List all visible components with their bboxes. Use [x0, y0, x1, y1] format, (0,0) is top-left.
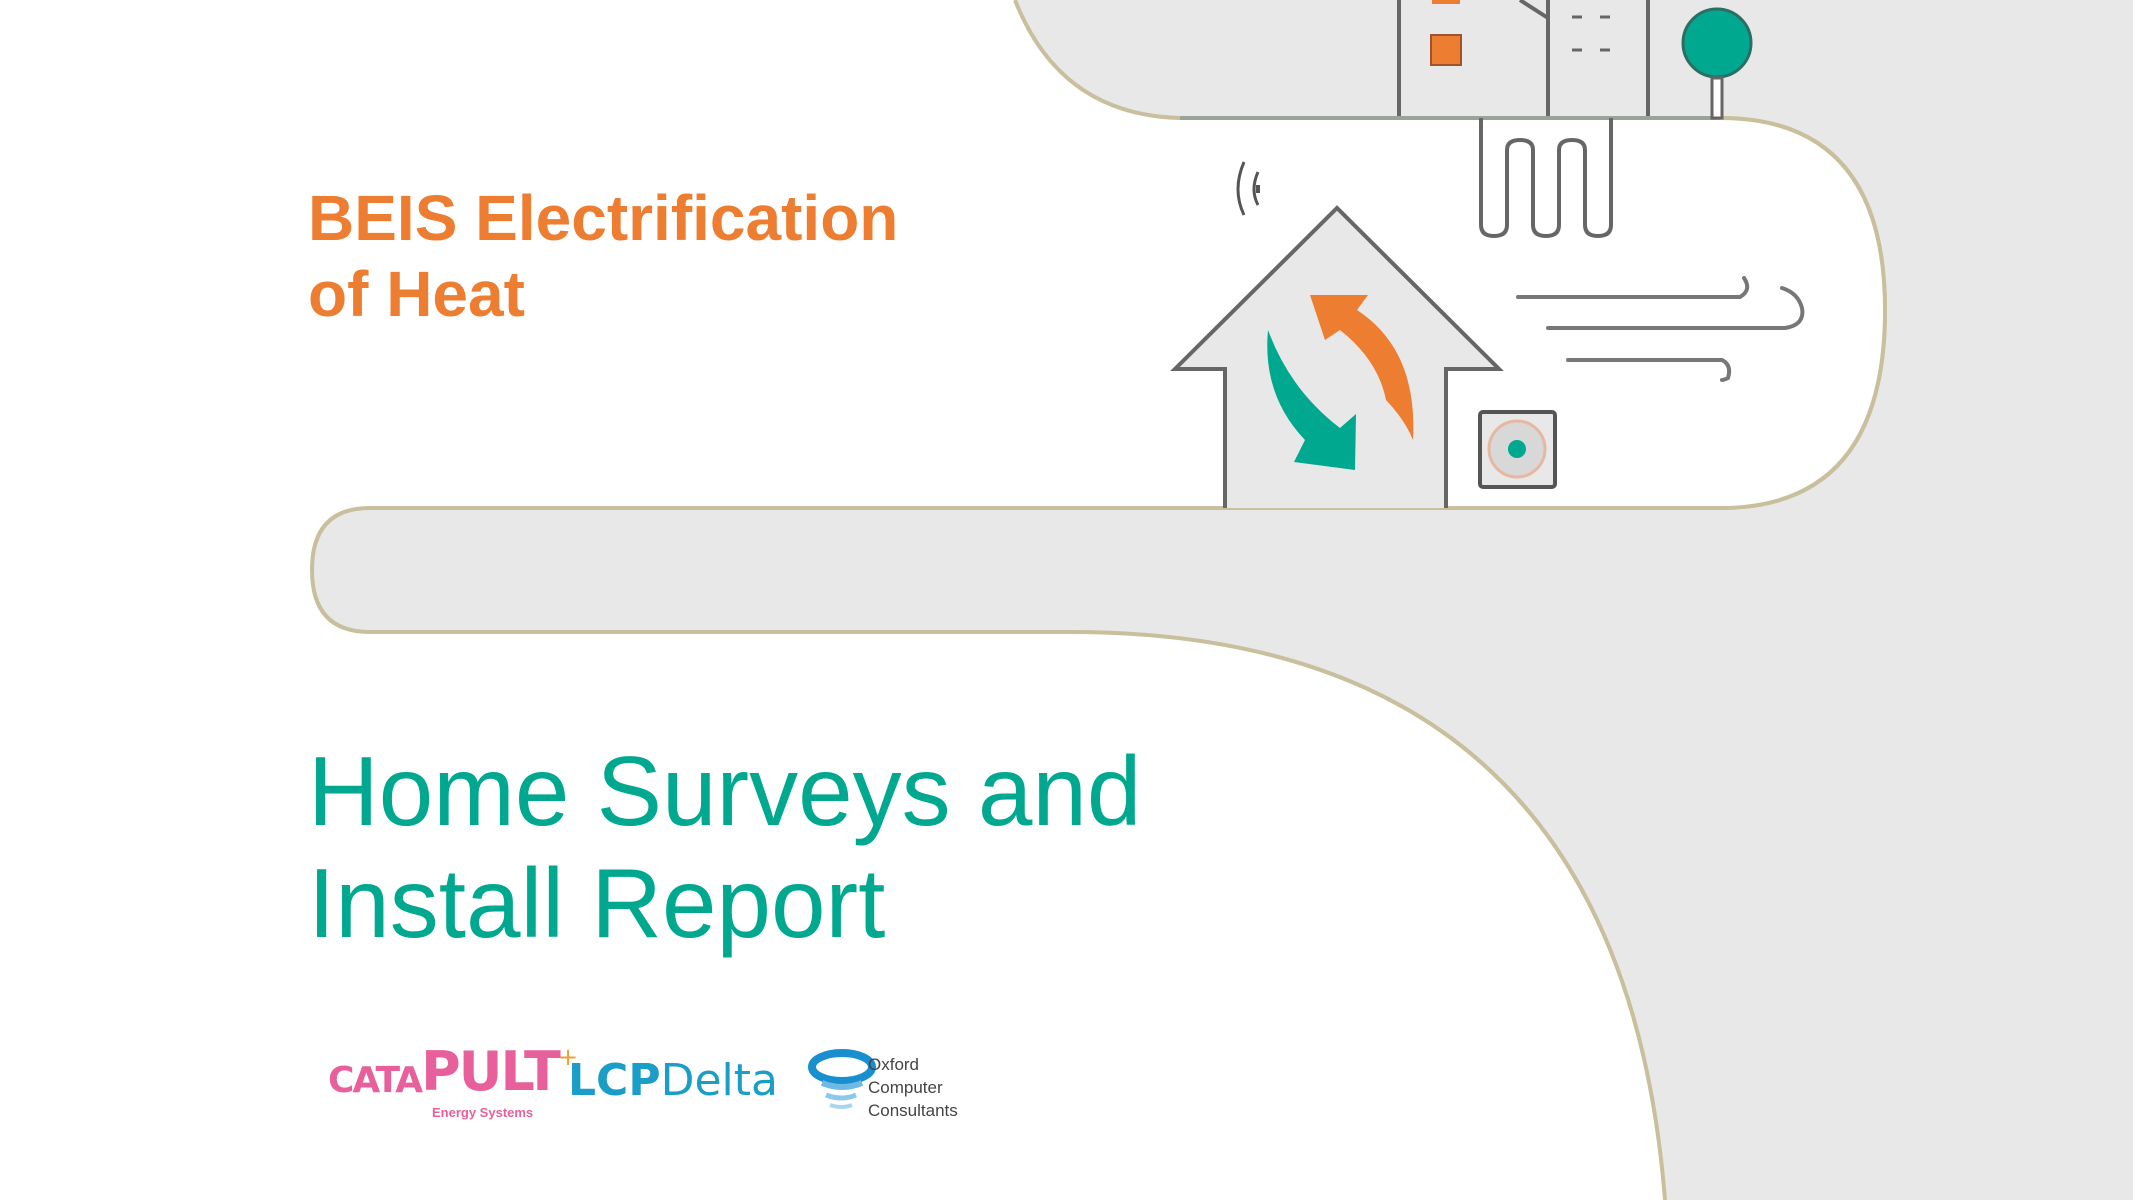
subtitle-line-1: BEIS Electrification: [308, 182, 899, 254]
occ-line-3: Consultants: [868, 1101, 958, 1120]
lcp-text: LCP: [568, 1055, 661, 1106]
wind-icon: [1516, 276, 1805, 382]
grey-panel: [312, 0, 2133, 1200]
occ-line-2: Computer: [868, 1078, 943, 1097]
wifi-signal-icon: [1236, 161, 1260, 216]
partner-logos: CATA PULT Energy Systems + LCPDelta Oxford…: [328, 1045, 1028, 1135]
tree-icon: [1681, 7, 1753, 120]
swirl-icon: [808, 1049, 876, 1109]
occ-line-1: Oxford: [868, 1055, 920, 1074]
heat-pump-fan-icon: [1478, 410, 1557, 489]
house-icon: [1170, 205, 1504, 508]
lcp-delta-logo: + LCPDelta: [558, 1045, 778, 1103]
radiator-icon: [1479, 118, 1613, 239]
report-title: Home Surveys and Install Report: [308, 735, 1141, 959]
subtitle-line-2: of Heat: [308, 258, 525, 330]
buildings-icon: [1397, 0, 1650, 116]
title-line-2: Install Report: [308, 848, 886, 958]
occ-logo: Oxford Computer Consultants: [808, 1045, 958, 1120]
heat-exchange-arrows-icon: [1310, 295, 1414, 440]
catapult-logo: CATA PULT Energy Systems: [328, 1040, 561, 1121]
catapult-big-text: PULT: [421, 1040, 561, 1103]
catapult-tagline: Energy Systems: [432, 1105, 534, 1120]
title-line-1: Home Surveys and: [308, 736, 1142, 846]
catapult-small-text: CATA: [328, 1060, 423, 1101]
plus-icon: +: [558, 1043, 579, 1071]
report-subtitle: BEIS Electrification of Heat: [308, 180, 898, 332]
delta-text: Delta: [660, 1055, 778, 1106]
